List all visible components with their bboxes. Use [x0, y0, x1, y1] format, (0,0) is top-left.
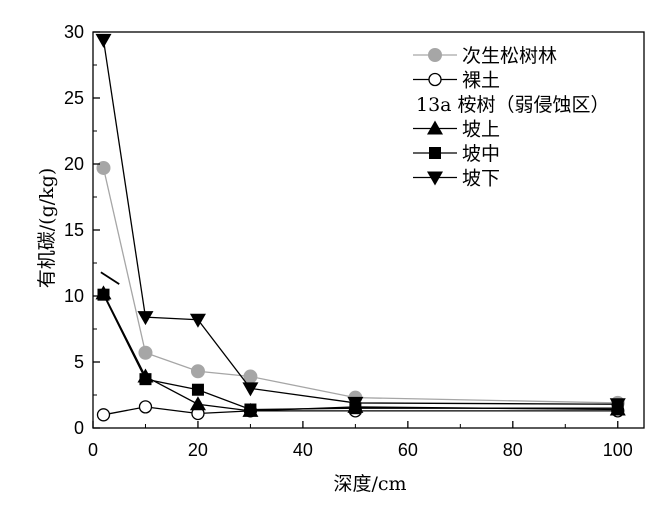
- x-tick-label: 20: [188, 440, 208, 460]
- data-point-series-4: [139, 373, 152, 386]
- data-point-series-5: [189, 313, 206, 328]
- y-tick-label: 20: [64, 154, 84, 174]
- legend-label-3: 坡上: [462, 119, 500, 141]
- data-point-series-2: [138, 400, 153, 414]
- data-point-series-4: [97, 288, 110, 301]
- data-point-series-5: [242, 382, 259, 397]
- legend-label-2: 裸土: [462, 70, 500, 92]
- data-point-series-1: [243, 369, 258, 384]
- data-point-series-5: [137, 311, 154, 326]
- x-tick-label: 0: [88, 440, 98, 460]
- legend-marker-2: [428, 72, 442, 87]
- data-point-series-4: [244, 403, 257, 416]
- series-line-1: [102, 167, 618, 404]
- data-point-series-3: [189, 396, 206, 411]
- data-point-series-5: [95, 33, 112, 48]
- legend-heading: 13a 桉树（弱侵蚀区）: [416, 94, 610, 116]
- legend-label-1: 次生松树林: [462, 45, 557, 67]
- x-tick-label: 60: [398, 440, 418, 460]
- x-tick-label: 80: [503, 440, 523, 460]
- y-tick-label: 5: [74, 352, 84, 372]
- y-tick-label: 25: [64, 88, 84, 108]
- plot-frame: [92, 31, 645, 429]
- legend-marker-4: [429, 147, 441, 159]
- legend-label-4: 坡中: [462, 143, 500, 165]
- series-line-3: [102, 293, 618, 412]
- x-tick-label: 100: [603, 440, 633, 460]
- legend-marker-5: [427, 171, 443, 186]
- x-axis-title: 深度/cm: [333, 473, 406, 495]
- series-line-2: [103, 406, 618, 416]
- y-tick-label: 10: [64, 286, 84, 306]
- data-point-series-1: [96, 160, 111, 175]
- y-tick-label: 15: [64, 220, 84, 240]
- x-tick-label: 40: [293, 440, 313, 460]
- data-point-series-1: [138, 345, 153, 360]
- line-mark-1: [100, 271, 120, 285]
- data-point-series-2: [96, 408, 111, 422]
- data-point-series-5: [609, 398, 626, 413]
- axes: 0 20 40 60 80 100 0 5 10 15 20 25 30: [64, 22, 645, 460]
- y-tick-label: 30: [64, 22, 84, 42]
- legend-label-5: 坡下: [462, 168, 500, 190]
- y-tick-label: 0: [74, 418, 84, 438]
- series-line-5: [102, 39, 618, 405]
- legend-marker-3: [427, 120, 443, 135]
- series-line-4: [102, 294, 618, 411]
- legend-marker-1: [428, 48, 442, 62]
- data-point-series-4: [191, 383, 204, 396]
- plot-marks: [95, 33, 626, 422]
- data-point-series-5: [347, 396, 364, 411]
- y-axis-title: 有机碳/(g/kg): [36, 168, 58, 288]
- data-point-series-1: [190, 364, 205, 379]
